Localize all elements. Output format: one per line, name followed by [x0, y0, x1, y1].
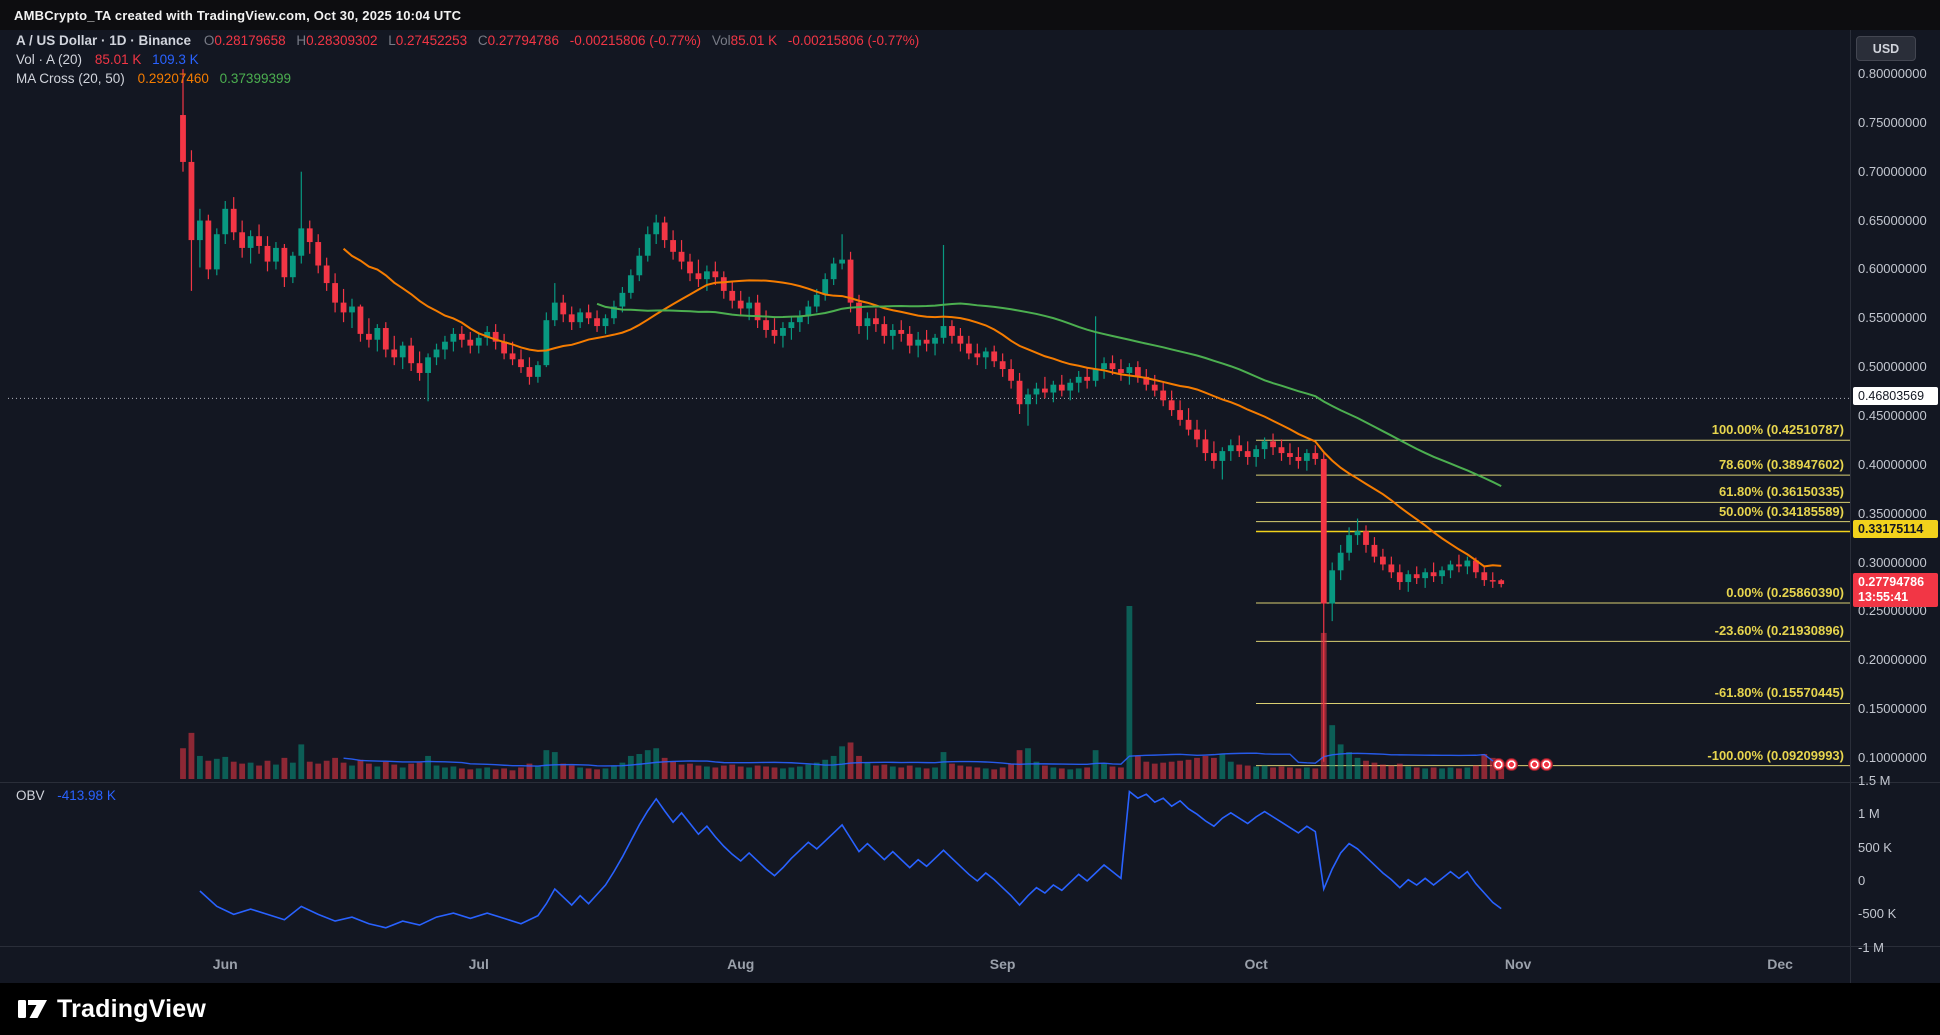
- tradingview-logo-icon[interactable]: [16, 996, 48, 1022]
- price-tick: 0.30000000: [1858, 554, 1927, 570]
- obv-legend-row[interactable]: OBV -413.98 K: [16, 788, 116, 803]
- prev-close-price-label: 0.46803569: [1853, 387, 1938, 406]
- low-value: 0.27452253: [395, 33, 468, 48]
- change-value: -0.00215806 (-0.77%): [569, 33, 702, 48]
- price-tick: 0.10000000: [1858, 749, 1927, 765]
- footer-bar: TradingView: [0, 983, 1940, 1035]
- time-tick-aug: Aug: [727, 956, 755, 972]
- volume-change-value: -0.00215806 (-0.77%): [787, 33, 920, 48]
- header-title: AMBCrypto_TA created with TradingView.co…: [14, 7, 462, 23]
- obv-tick: 0: [1858, 873, 1866, 888]
- ma-slow-value: 0.37399399: [219, 71, 291, 86]
- price-tick: 0.25000000: [1858, 603, 1927, 619]
- time-tick-nov: Nov: [1504, 956, 1532, 972]
- pane-divider[interactable]: [0, 782, 1940, 783]
- low-label: L: [388, 33, 396, 48]
- time-tick-jun: Jun: [212, 956, 238, 972]
- price-tick: 0.45000000: [1858, 407, 1927, 423]
- fib-level-label[interactable]: 78.60% (0.38947602): [1718, 457, 1844, 473]
- obv-title: OBV: [16, 788, 45, 803]
- fib-level-label[interactable]: 50.00% (0.34185589): [1718, 503, 1844, 519]
- price-tick: 0.20000000: [1858, 652, 1927, 668]
- target-marker-icon[interactable]: [1540, 758, 1554, 772]
- close-value: 0.27794786: [487, 33, 559, 48]
- price-chart-pane[interactable]: [0, 0, 1940, 983]
- obv-tick: -500 K: [1858, 906, 1897, 922]
- target-marker-icon[interactable]: [1527, 758, 1541, 772]
- fib-level-label[interactable]: -100.00% (0.09209993): [1707, 747, 1844, 763]
- time-tick-oct: Oct: [1244, 956, 1268, 972]
- header-bar: AMBCrypto_TA created with TradingView.co…: [0, 0, 1940, 30]
- price-tick: 0.35000000: [1858, 505, 1927, 521]
- symbol-legend-row[interactable]: A / US Dollar · 1D · Binance O0.28179658…: [16, 33, 919, 48]
- price-tick: 0.65000000: [1858, 212, 1927, 228]
- horizontal-line-price-label: 0.33175114: [1853, 520, 1938, 539]
- fib-level-label[interactable]: 61.80% (0.36150335): [1718, 484, 1844, 500]
- volume-value: 85.01 K: [730, 33, 778, 48]
- time-scale[interactable]: Jun Jul Aug Sep Oct Nov Dec: [0, 946, 1940, 983]
- currency-usd-button[interactable]: USD: [1856, 36, 1916, 61]
- price-tick: 0.15000000: [1858, 701, 1927, 717]
- ma-fast-value: 0.29207460: [137, 71, 209, 86]
- bar-countdown: 13:55:41: [1858, 590, 1909, 605]
- target-marker-icon[interactable]: [1492, 758, 1506, 772]
- obv-tick: 1 M: [1858, 806, 1880, 822]
- price-tick: 0.70000000: [1858, 163, 1927, 179]
- time-tick-jul: Jul: [468, 956, 489, 972]
- last-price-value: 0.27794786: [1858, 575, 1925, 590]
- price-tick: 0.75000000: [1858, 114, 1927, 130]
- volume-study-title: Vol · A (20): [16, 52, 83, 67]
- fib-level-label[interactable]: 100.00% (0.42510787): [1711, 422, 1844, 438]
- tradingview-logo-text[interactable]: TradingView: [57, 994, 207, 1023]
- obv-tick: 500 K: [1858, 839, 1892, 855]
- time-tick-sep: Sep: [989, 956, 1016, 972]
- open-value: 0.28179658: [214, 33, 286, 48]
- price-tick: 0.60000000: [1858, 261, 1927, 277]
- last-price-label: 0.27794786 13:55:41: [1853, 573, 1938, 608]
- time-tick-dec: Dec: [1767, 956, 1793, 972]
- open-label: O: [203, 33, 215, 48]
- fib-level-label[interactable]: 0.00% (0.25860390): [1726, 584, 1844, 600]
- target-marker-icon[interactable]: [1504, 758, 1518, 772]
- ma-cross-title: MA Cross (20, 50): [16, 71, 125, 86]
- obv-tick: -1 M: [1858, 939, 1884, 955]
- price-tick: 0.40000000: [1858, 456, 1927, 472]
- price-tick: 0.80000000: [1858, 66, 1927, 81]
- obv-value: -413.98 K: [57, 788, 116, 803]
- ma-cross-legend-row[interactable]: MA Cross (20, 50) 0.29207460 0.37399399: [16, 71, 291, 86]
- fib-level-label[interactable]: -61.80% (0.15570445): [1714, 685, 1844, 701]
- volume-study-value: 85.01 K: [94, 52, 142, 67]
- close-label: C: [477, 33, 488, 48]
- volume-ma-value: 109.3 K: [152, 52, 199, 67]
- price-tick: 0.50000000: [1858, 359, 1927, 375]
- price-tick: 0.55000000: [1858, 310, 1927, 326]
- fib-level-label[interactable]: -23.60% (0.21930896): [1714, 623, 1844, 639]
- volume-label: Vol: [711, 33, 731, 48]
- high-label: H: [296, 33, 307, 48]
- high-value: 0.28309302: [306, 33, 378, 48]
- price-scale[interactable]: 0.80000000 0.75000000 0.70000000 0.65000000…: [1850, 30, 1940, 983]
- volume-study-legend-row[interactable]: Vol · A (20) 85.01 K 109.3 K: [16, 52, 199, 67]
- symbol-title: A / US Dollar · 1D · Binance: [16, 33, 192, 48]
- obv-tick: 1.5 M: [1858, 772, 1891, 788]
